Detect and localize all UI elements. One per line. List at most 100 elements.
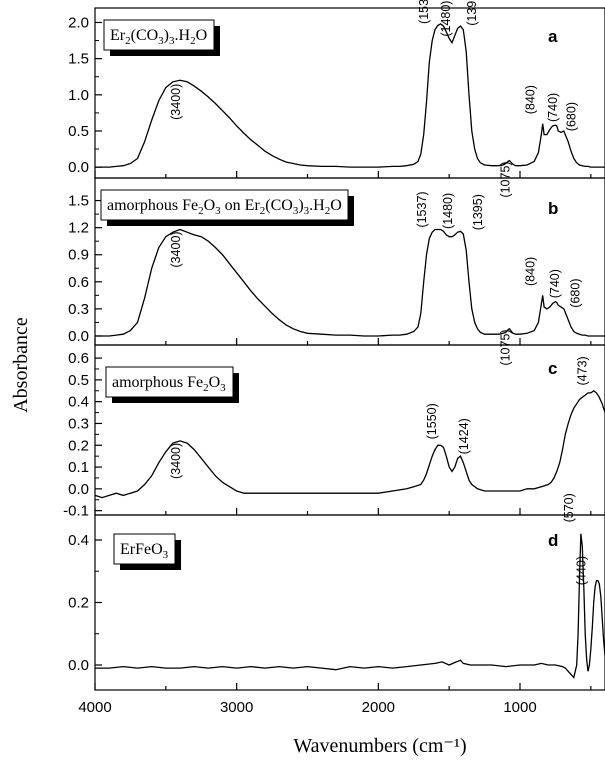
- peak-label: (3400): [169, 84, 183, 120]
- spectrum-line-d: [95, 533, 605, 679]
- peak-label: (840): [524, 257, 538, 286]
- y-tick-label: 1.5: [68, 193, 89, 210]
- legend-text: amorphous Fe2O3 on Er2(CO3)3.H2O: [107, 197, 342, 217]
- panel-b: 0.0 0.3 0.6 0.9 1.2 1.5 (3400) (1537) (1480) (139…: [68, 177, 605, 366]
- legend-text: ErFeO3: [120, 541, 169, 561]
- x-tick-label: 2000: [362, 699, 395, 716]
- peak-label: (3400): [169, 443, 183, 479]
- x-tick-label: 4000: [78, 699, 111, 716]
- legend-box: amorphous Fe2O3 on Er2(CO3)3.H2O: [100, 189, 354, 226]
- legend-subscript: 2: [190, 35, 196, 47]
- legend-frame: [103, 19, 215, 51]
- legend-subscript: 2: [203, 382, 209, 394]
- legend-subscript: 3: [293, 205, 299, 217]
- y-tick-label: 0.6: [68, 350, 89, 367]
- legend-segment: .H: [175, 27, 191, 44]
- y-tick-label: 0.4: [68, 532, 89, 549]
- legend-segment: amorphous Fe: [107, 197, 198, 214]
- peak-label: (740): [546, 93, 560, 122]
- legend-segment: (CO: [131, 27, 159, 44]
- legend-segment: O: [209, 374, 221, 391]
- y-tick-label: 0.5: [68, 372, 89, 389]
- legend-box: amorphous Fe2O3: [105, 366, 239, 403]
- y-axis-title: Absorbance: [10, 317, 32, 413]
- y-tick-label: 1.0: [68, 87, 89, 104]
- y-tick-label: 0.5: [68, 123, 89, 140]
- panel-letter: c: [548, 359, 557, 378]
- panel-c: -0.1 0.0 0.1 0.2 0.3 0.4 0.5 0.6 (3400) (1550) (14…: [63, 344, 605, 520]
- peak-label: (1424): [457, 418, 471, 454]
- legend-text: Er2(CO3)3.H2O: [110, 27, 207, 47]
- y-tick-label: 0.0: [68, 328, 89, 345]
- legend-frame: [105, 366, 234, 398]
- legend-box: Er2(CO3)3.H2O: [103, 19, 220, 56]
- peak-label: (1480): [439, 1, 453, 37]
- legend-segment: O: [196, 27, 208, 44]
- legend-segment: (CO: [265, 197, 293, 214]
- legend-segment: ): [164, 27, 169, 44]
- x-tick-label: 1000: [503, 699, 536, 716]
- panel-letter: a: [548, 27, 558, 46]
- panel-d: 0.0 0.2 0.4 (570) (440) d ErFeO3: [68, 493, 605, 691]
- legend-frame: [100, 189, 349, 221]
- legend-box: ErFeO3: [113, 533, 181, 570]
- panel-letter: d: [548, 531, 558, 550]
- legend-segment: .H: [309, 197, 325, 214]
- y-tick-label: -0.1: [63, 503, 89, 520]
- legend-frame: [113, 533, 176, 565]
- legend-subscript: 3: [220, 382, 226, 394]
- panels: 0.0 0.5 1.0 1.5 2.0 (3400) (1537) (1480) (1395) (…: [63, 0, 605, 691]
- panel-a: 0.0 0.5 1.0 1.5 2.0 (3400) (1537) (1480) (1395) (…: [68, 0, 605, 198]
- legend-subscript: 3: [169, 35, 175, 47]
- legend-segment: O: [330, 197, 342, 214]
- y-tick-label: 0.6: [68, 274, 89, 291]
- y-tick-label: 0.4: [68, 394, 89, 411]
- panel-letter: b: [548, 199, 558, 218]
- peak-label: (440): [574, 556, 588, 585]
- peak-label: (680): [568, 279, 582, 308]
- legend-subscript: 3: [304, 205, 310, 217]
- y-tick-label: 0.0: [68, 657, 89, 674]
- peak-label: (1075): [498, 161, 512, 197]
- y-tick-label: 0.1: [68, 459, 89, 476]
- peak-label: (680): [564, 102, 578, 131]
- legend-subscript: 2: [260, 205, 266, 217]
- peak-label: (1537): [415, 191, 429, 227]
- spectrum-line-b: [95, 228, 605, 337]
- y-tick-label: 0.2: [68, 437, 89, 454]
- legend-segment: ErFeO: [120, 541, 163, 558]
- peak-label: (740): [548, 269, 562, 298]
- peak-label: (840): [524, 85, 538, 114]
- peak-label: (1550): [425, 403, 439, 439]
- x-axis-title: Wavenumbers (cm⁻¹): [293, 735, 466, 757]
- legend-text: amorphous Fe2O3: [112, 374, 226, 394]
- y-tick-label: 0.0: [68, 159, 89, 176]
- y-tick-label: 0.3: [68, 301, 89, 318]
- legend-segment: ): [298, 197, 303, 214]
- peak-label: (1480): [441, 193, 455, 229]
- legend-subscript: 3: [163, 549, 169, 561]
- peak-label: (3400): [169, 231, 183, 267]
- peak-label: (570): [562, 493, 576, 522]
- y-tick-label: 0.2: [68, 595, 89, 612]
- y-tick-label: 2.0: [68, 14, 89, 31]
- legend-subscript: 2: [125, 35, 131, 47]
- peak-label: (473): [576, 356, 590, 385]
- legend-subscript: 3: [215, 205, 221, 217]
- legend-segment: amorphous Fe: [112, 374, 203, 391]
- peak-label: (1395): [471, 194, 485, 230]
- y-tick-label: 1.2: [68, 220, 89, 237]
- peak-label: (1075): [498, 329, 512, 365]
- x-tick-label: 3000: [220, 699, 253, 716]
- y-tick-label: 1.5: [68, 51, 89, 68]
- x-axis-ticks: 4000 3000 2000 1000: [78, 699, 536, 716]
- y-tick-label: 0.3: [68, 415, 89, 432]
- spectrum-line-a: [95, 23, 605, 168]
- peak-label: (1537): [417, 0, 431, 24]
- y-tick-label: 0.9: [68, 247, 89, 264]
- legend-segment: O: [204, 197, 216, 214]
- legend-subscript: 2: [325, 205, 331, 217]
- legend-segment: Er: [110, 27, 126, 44]
- peak-label: (1395): [465, 0, 479, 26]
